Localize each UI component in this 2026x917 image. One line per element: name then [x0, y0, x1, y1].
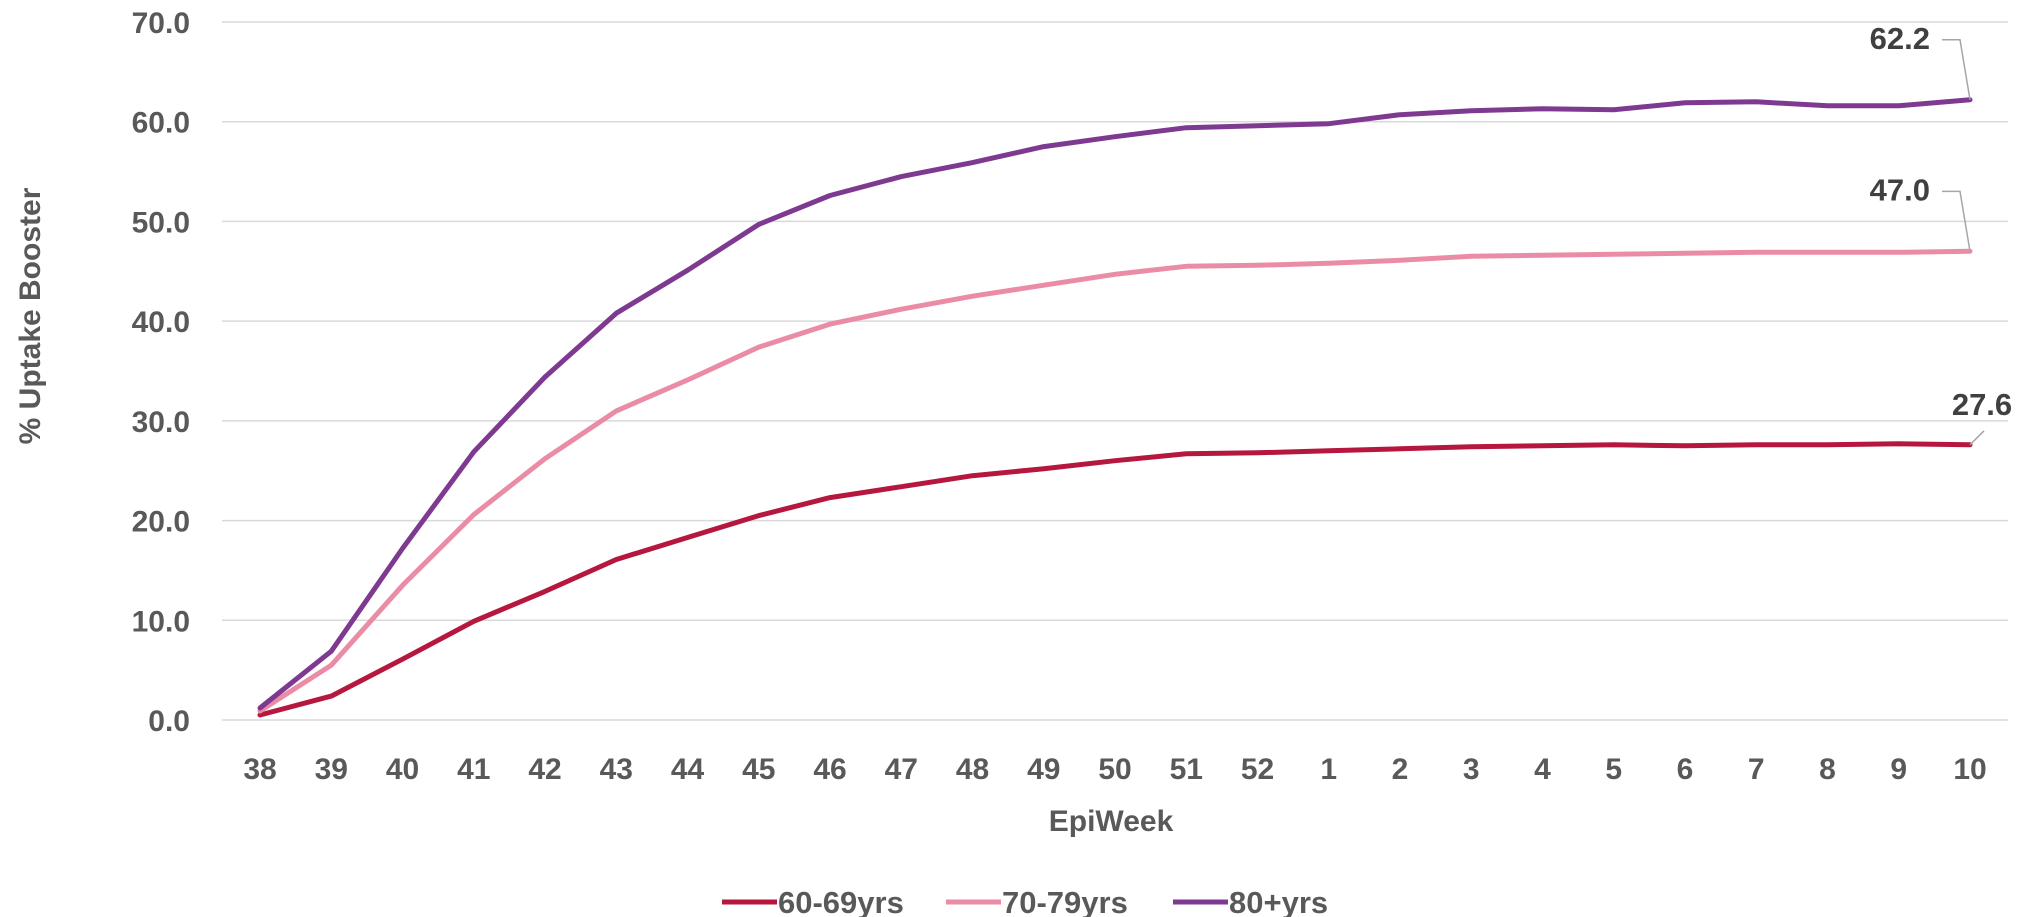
y-tick-label: 20.0 — [132, 506, 190, 539]
legend: 60-69yrs 70-79yrs 80+yrs — [722, 885, 1328, 917]
x-tick-label: 9 — [1890, 753, 1907, 786]
x-tick-label: 45 — [742, 753, 775, 786]
x-tick-label: 38 — [243, 753, 276, 786]
x-axis-title: EpiWeek — [1049, 805, 1174, 838]
x-tick-label: 10 — [1953, 753, 1986, 786]
data-label-80+yrs: 62.2 — [1870, 21, 1930, 56]
y-tick-label: 60.0 — [132, 107, 190, 140]
x-tick-label: 3 — [1463, 753, 1480, 786]
series-line-60-69yrs — [257, 441, 1973, 718]
x-axis-ticks: 38 39 40 41 42 43 44 45 46 47 48 49 50 51 52 1 2 3 4 5 6 7 8 9 1… — [243, 753, 1986, 786]
y-tick-label: 0.0 — [148, 705, 190, 738]
x-tick-label: 7 — [1748, 753, 1765, 786]
data-label-60-69yrs: 27.6 — [1952, 387, 2012, 422]
data-label-leader — [1942, 39, 1971, 100]
series-line-80+yrs — [257, 97, 1973, 711]
x-tick-label: 48 — [956, 753, 989, 786]
series-lines — [257, 97, 1973, 718]
y-tick-label: 70.0 — [132, 7, 190, 40]
x-tick-label: 44 — [671, 753, 705, 786]
x-tick-label: 52 — [1241, 753, 1274, 786]
legend-label-60-69yrs: 60-69yrs — [778, 885, 904, 917]
x-tick-label: 50 — [1098, 753, 1131, 786]
x-tick-label: 43 — [600, 753, 633, 786]
data-label-leader — [1969, 430, 1985, 446]
legend-label-70-79yrs: 70-79yrs — [1002, 885, 1128, 917]
data-label-leader — [1942, 190, 1971, 252]
x-tick-label: 2 — [1392, 753, 1409, 786]
x-tick-label: 8 — [1819, 753, 1836, 786]
y-tick-label: 50.0 — [132, 206, 190, 239]
y-tick-label: 10.0 — [132, 605, 190, 638]
x-tick-label: 5 — [1605, 753, 1622, 786]
data-labels: 27.6 47.0 62.2 — [1870, 21, 2012, 446]
x-tick-label: 6 — [1677, 753, 1694, 786]
x-tick-label: 51 — [1170, 753, 1203, 786]
y-tick-label: 40.0 — [132, 306, 190, 339]
x-tick-label: 42 — [528, 753, 561, 786]
y-tick-label: 30.0 — [132, 406, 190, 439]
x-tick-label: 46 — [813, 753, 846, 786]
x-tick-label: 4 — [1534, 753, 1551, 786]
x-tick-label: 40 — [386, 753, 419, 786]
x-tick-label: 49 — [1027, 753, 1060, 786]
y-axis-title: % Uptake Booster — [14, 187, 47, 444]
x-tick-label: 47 — [885, 753, 918, 786]
x-tick-label: 39 — [315, 753, 348, 786]
gridlines — [222, 21, 2008, 721]
series-line-70-79yrs — [257, 248, 1973, 714]
legend-label-80+yrs: 80+yrs — [1229, 885, 1328, 917]
x-tick-label: 1 — [1320, 753, 1337, 786]
x-tick-label: 41 — [457, 753, 490, 786]
data-label-70-79yrs: 47.0 — [1870, 172, 1930, 207]
y-axis-ticks: 0.0 10.0 20.0 30.0 40.0 50.0 60.0 70.0 — [132, 7, 190, 738]
